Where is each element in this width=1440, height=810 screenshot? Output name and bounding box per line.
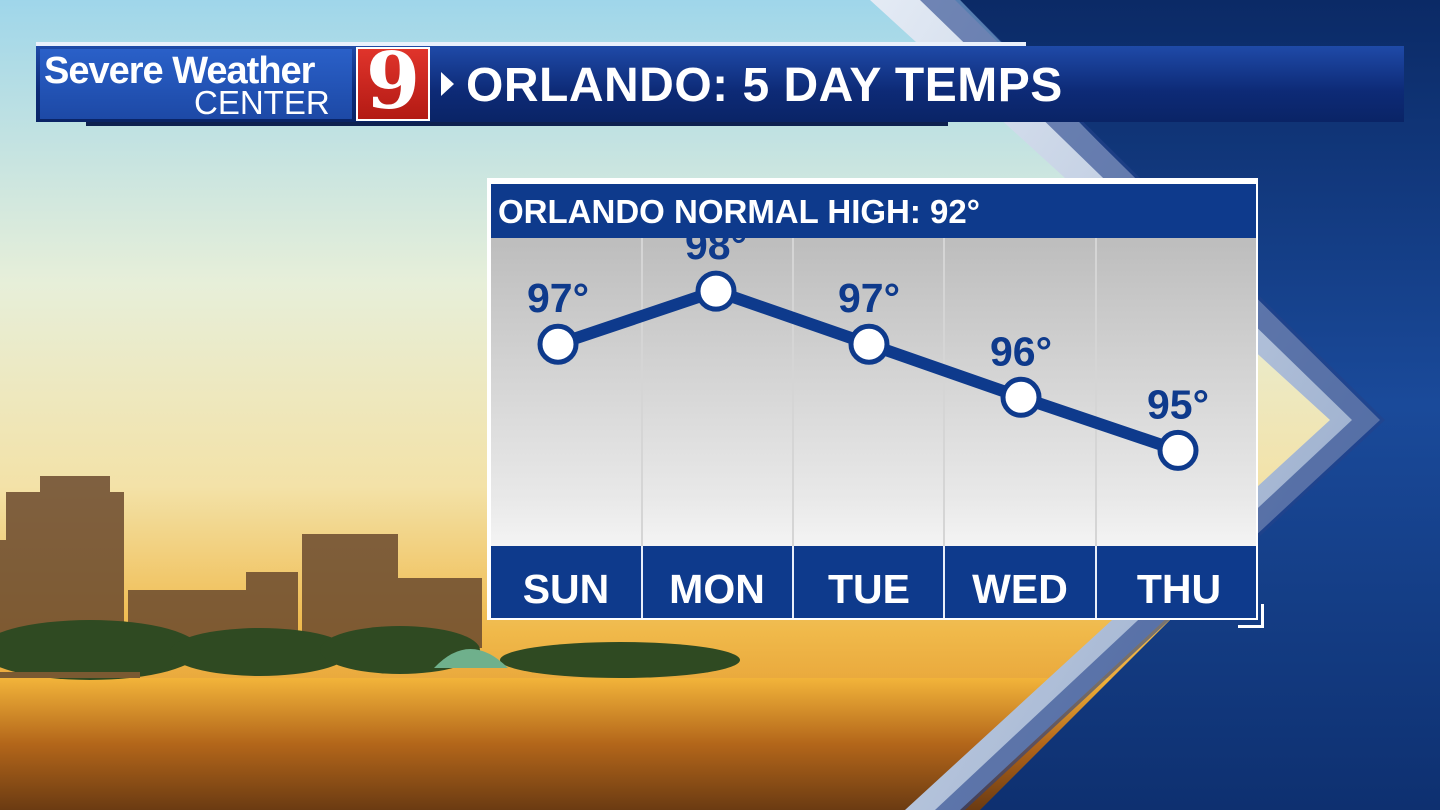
data-point-sun <box>537 323 579 365</box>
data-label-tue: 97° <box>838 275 900 321</box>
day-separator <box>1095 546 1097 618</box>
data-label-sun: 97° <box>527 275 589 321</box>
x-tick-label-mon: MON <box>669 566 765 612</box>
logo-text-line1: Severe Weather <box>44 50 315 92</box>
channel-9-logo <box>356 47 430 121</box>
day-separator <box>792 546 794 618</box>
x-tick-label-tue: TUE <box>828 566 910 612</box>
data-point-wed <box>1000 376 1042 418</box>
logo-background <box>40 49 352 119</box>
day-separator <box>641 546 643 618</box>
header-accent-line <box>36 42 1026 46</box>
grid-line <box>1095 238 1097 546</box>
chart-header-bar <box>491 184 1256 238</box>
chart-title: ORLANDO NORMAL HIGH: 92° <box>498 193 980 230</box>
data-label-thu: 95° <box>1147 381 1209 427</box>
grid-line <box>641 238 643 546</box>
data-point-mon <box>695 270 737 312</box>
data-label-wed: 96° <box>990 328 1052 374</box>
play-arrow-icon <box>441 72 454 96</box>
x-tick-label-sun: SUN <box>522 566 610 612</box>
day-separator <box>943 546 945 618</box>
grid-line <box>943 238 945 546</box>
grid-line <box>792 238 794 546</box>
data-point-tue <box>848 323 890 365</box>
data-label-mon: 98° <box>685 222 747 268</box>
channel-9-number: 9 <box>365 36 421 127</box>
plot-area <box>491 238 1256 546</box>
data-point-thu <box>1157 429 1199 471</box>
logo-text-line2: CENTER <box>194 84 330 121</box>
x-tick-label-thu: THU <box>1136 566 1222 612</box>
day-labels-strip <box>491 546 1256 618</box>
x-tick-label-wed: WED <box>972 566 1068 612</box>
panel-corner-bracket <box>1238 604 1264 628</box>
page-title: ORLANDO: 5 DAY TEMPS <box>466 59 1063 112</box>
